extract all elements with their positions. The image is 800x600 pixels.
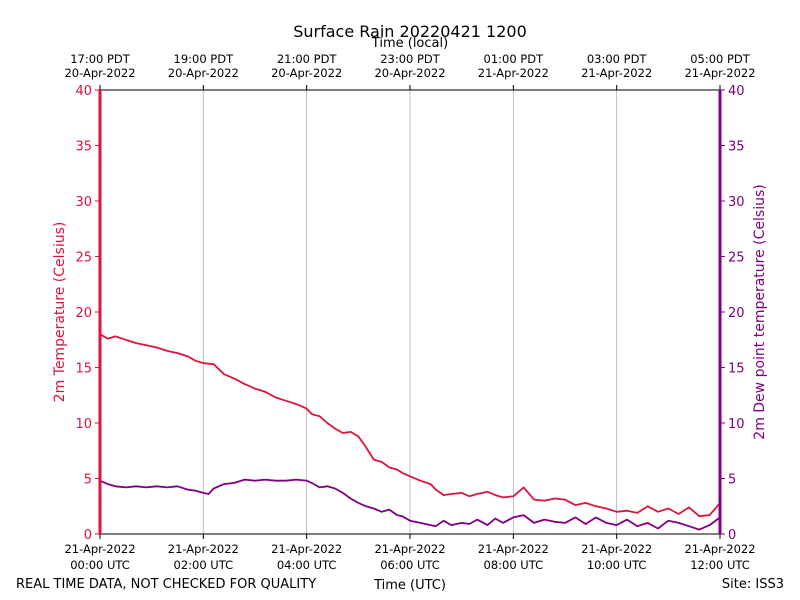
quality-disclaimer: REAL TIME DATA, NOT CHECKED FOR QUALITY: [16, 577, 316, 592]
top-tick-time: 21:00 PDT: [277, 52, 338, 66]
right-tick-label: 25: [728, 251, 745, 266]
left-axis-label: 2m Temperature (Celsius): [52, 222, 68, 403]
top-tick-date: 20-Apr-2022: [271, 66, 342, 80]
x-axis-label: Time (UTC): [373, 578, 446, 593]
bottom-axis: 21-Apr-2022 00:00 UTC 21-Apr-2022 02:00 UTC…: [64, 534, 756, 572]
temperature-line: [99, 333, 721, 518]
top-tick-time: 03:00 PDT: [587, 52, 648, 66]
top-tick-date: 20-Apr-2022: [64, 66, 135, 80]
left-axis: 0 5 10 15 20 25 30 35 40: [75, 84, 100, 543]
right-tick-label: 15: [728, 362, 745, 377]
left-tick-label: 20: [75, 306, 92, 321]
left-tick-label: 5: [84, 473, 92, 488]
left-tick-label: 0: [84, 528, 92, 543]
bottom-tick-date: 21-Apr-2022: [374, 542, 445, 556]
bottom-tick-time: 10:00 UTC: [587, 558, 647, 572]
top-tick-time: 05:00 PDT: [690, 52, 751, 66]
bottom-tick-time: 06:00 UTC: [380, 558, 440, 572]
right-tick-label: 20: [728, 306, 745, 321]
bottom-tick-date: 21-Apr-2022: [478, 542, 549, 556]
bottom-tick-time: 00:00 UTC: [70, 558, 130, 572]
dewpoint-line: [99, 478, 721, 531]
right-tick-label: 0: [728, 528, 736, 543]
top-tick-time: 23:00 PDT: [380, 52, 441, 66]
right-tick-label: 40: [728, 84, 745, 99]
series-group: [99, 333, 721, 531]
top-tick-date: 20-Apr-2022: [374, 66, 445, 80]
bottom-tick-time: 08:00 UTC: [484, 558, 544, 572]
right-axis-label: 2m Dew point temperature (Celsius): [752, 184, 768, 439]
bottom-tick-date: 21-Apr-2022: [684, 542, 755, 556]
top-tick-date: 21-Apr-2022: [684, 66, 755, 80]
top-tick-date: 20-Apr-2022: [168, 66, 239, 80]
top-axis-label: Time (local): [371, 36, 448, 51]
left-tick-label: 35: [75, 140, 92, 155]
bottom-tick-date: 21-Apr-2022: [168, 542, 239, 556]
bottom-tick-date: 21-Apr-2022: [581, 542, 652, 556]
gridlines: [202, 90, 618, 534]
bottom-tick-time: 12:00 UTC: [690, 558, 750, 572]
bottom-tick-date: 21-Apr-2022: [64, 542, 135, 556]
left-tick-label: 15: [75, 362, 92, 377]
right-tick-label: 10: [728, 417, 745, 432]
right-tick-label: 30: [728, 195, 745, 210]
left-tick-label: 40: [75, 84, 92, 99]
right-axis: 0 5 10 15 20 25 30 35 40: [720, 84, 745, 543]
bottom-tick-time: 04:00 UTC: [277, 558, 337, 572]
bottom-tick-time: 02:00 UTC: [174, 558, 234, 572]
chart-title: Surface Rain 20220421 1200: [293, 22, 527, 41]
bottom-tick-date: 21-Apr-2022: [271, 542, 342, 556]
top-tick-date: 21-Apr-2022: [478, 66, 549, 80]
top-tick-date: 21-Apr-2022: [581, 66, 652, 80]
left-tick-label: 25: [75, 251, 92, 266]
site-label: Site: ISS3: [722, 577, 784, 592]
right-tick-label: 5: [728, 473, 736, 488]
top-tick-time: 19:00 PDT: [174, 52, 235, 66]
top-tick-time: 01:00 PDT: [484, 52, 545, 66]
right-tick-label: 35: [728, 140, 745, 155]
left-tick-label: 30: [75, 195, 92, 210]
left-tick-label: 10: [75, 417, 92, 432]
top-tick-time: 17:00 PDT: [70, 52, 131, 66]
